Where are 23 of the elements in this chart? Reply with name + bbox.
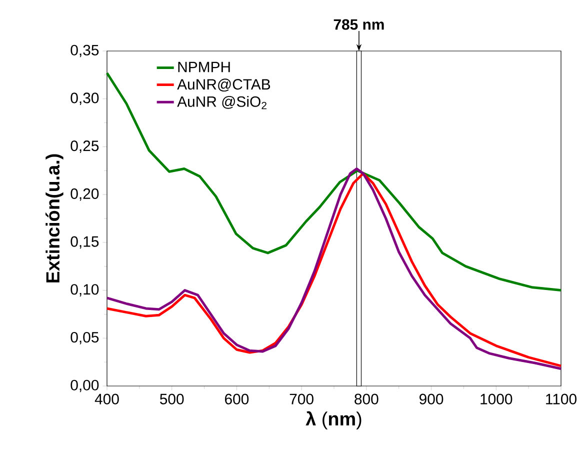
- x-tick-label: 1100: [546, 394, 576, 404]
- legend-label: AuNR@CTAB: [177, 78, 270, 92]
- x-tick-label: 700: [290, 394, 314, 404]
- y-tick-label: 0,05: [70, 332, 99, 344]
- x-tick-label: 500: [160, 394, 184, 404]
- y-tick-label: 0,15: [70, 236, 99, 249]
- y-tick-label: 0,00: [70, 380, 99, 392]
- y-tick-label: 0,25: [70, 140, 99, 153]
- y-tick-label: 0,10: [70, 284, 99, 296]
- y-axis-title: Extinción(u.a.): [46, 154, 64, 282]
- legend-label: NPMPH: [178, 62, 230, 72]
- y-tick-label: 0,30: [70, 92, 99, 106]
- x-tick-label: 600: [225, 394, 249, 404]
- x-axis-title: λ (nm): [306, 411, 362, 430]
- x-tick-label: 900: [420, 394, 444, 404]
- x-tick-label: 800: [354, 394, 378, 404]
- y-tick-label: 0,20: [70, 188, 99, 201]
- legend-label: AuNR @SiO$_{2}$: [177, 96, 266, 110]
- x-tick-label: 1000: [480, 394, 512, 404]
- line-series: [106, 72, 562, 292]
- x-tick-label: 400: [94, 394, 119, 404]
- band-label: 785 nm: [334, 19, 384, 30]
- y-tick-label: 0,35: [70, 44, 99, 58]
